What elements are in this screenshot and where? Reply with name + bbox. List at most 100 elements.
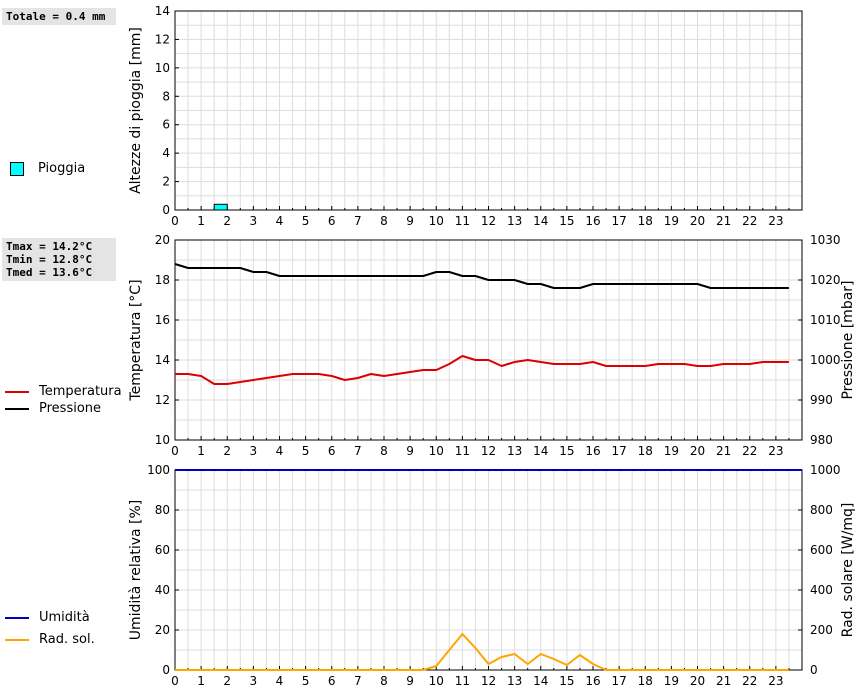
- panel2-y2-tick-label: 990: [810, 393, 833, 407]
- panel2-x-tick-label: 1: [197, 444, 205, 458]
- panel2-x-tick-label: 23: [768, 444, 783, 458]
- legend-radsol: Rad. sol.: [5, 632, 95, 647]
- panel2-x-tick-label: 0: [171, 444, 179, 458]
- panel1-x-tick-label: 4: [276, 214, 284, 228]
- rain-total-text: Totale = 0.4 mm: [6, 10, 106, 23]
- legend-pioggia: Pioggia: [10, 161, 85, 176]
- panel3-x-tick-label: 14: [533, 674, 548, 688]
- panel3-x-tick-label: 8: [380, 674, 388, 688]
- tmax-text: Tmax = 14.2°C: [6, 240, 93, 253]
- panel3-y-tick-label: 0: [162, 663, 170, 677]
- panel1-x-tick-label: 14: [533, 214, 548, 228]
- panel1-x-tick-label: 11: [455, 214, 470, 228]
- panel3-y2-tick-label: 800: [810, 503, 833, 517]
- tmin-text: Tmin = 12.8°C: [6, 253, 93, 266]
- panel2-x-tick-label: 2: [223, 444, 231, 458]
- panel1-x-tick-label: 0: [171, 214, 179, 228]
- legend-umidita: Umidità: [5, 610, 90, 625]
- panel1-x-tick-label: 5: [302, 214, 310, 228]
- panel2-x-tick-label: 9: [406, 444, 414, 458]
- panel2-y2-tick-label: 1020: [810, 273, 841, 287]
- panel2-x-tick-label: 10: [429, 444, 444, 458]
- panel3-x-tick-label: 21: [716, 674, 731, 688]
- panel1-y-tick-label: 14: [155, 4, 170, 18]
- legend-radsol-swatch: [5, 638, 29, 641]
- panel2-y-axis-label: Temperatura [°C]: [128, 279, 144, 401]
- panel1-x-tick-label: 22: [742, 214, 757, 228]
- panel1-y-tick-label: 0: [162, 203, 170, 217]
- panel1-x-tick-label: 8: [380, 214, 388, 228]
- panel2-x-tick-label: 3: [250, 444, 258, 458]
- legend-umidita-swatch: [5, 616, 29, 619]
- panel2-x-tick-label: 18: [638, 444, 653, 458]
- panel3-y-tick-label: 80: [155, 503, 170, 517]
- panel1-x-tick-label: 20: [690, 214, 705, 228]
- legend-pioggia-swatch: [10, 161, 24, 176]
- panel1-y-tick-label: 12: [155, 32, 170, 46]
- panel1-y-axis-label: Altezze di pioggia [mm]: [128, 27, 144, 194]
- legend-temperatura-label: Temperatura: [39, 384, 122, 399]
- tmed-text: Tmed = 13.6°C: [6, 266, 93, 279]
- panel2-y-tick-label: 12: [155, 393, 170, 407]
- legend-temperatura: Temperatura: [5, 384, 122, 399]
- rain-total-box: Totale = 0.4 mm: [2, 8, 116, 25]
- panel2-x-tick-label: 21: [716, 444, 731, 458]
- panel3-y2-tick-label: 600: [810, 543, 833, 557]
- legend-pressione-swatch: [5, 407, 29, 410]
- panel3-x-tick-label: 20: [690, 674, 705, 688]
- panel3-y2-axis-label: Rad. solare [W/mq]: [840, 503, 856, 638]
- panel3-y-tick-label: 100: [147, 463, 170, 477]
- panel1-x-tick-label: 17: [611, 214, 626, 228]
- panel1-x-tick-label: 12: [481, 214, 496, 228]
- panel3-y2-tick-label: 400: [810, 583, 833, 597]
- panel1-x-tick-label: 9: [406, 214, 414, 228]
- panel2-y-tick-label: 18: [155, 273, 170, 287]
- legend-pressione: Pressione: [5, 401, 101, 416]
- panel1-x-tick-label: 13: [507, 214, 522, 228]
- legend-radsol-label: Rad. sol.: [39, 632, 95, 647]
- panel3-x-tick-label: 7: [354, 674, 362, 688]
- panel1-x-tick-label: 19: [664, 214, 679, 228]
- panel3-x-tick-label: 2: [223, 674, 231, 688]
- panel1-y-tick-label: 10: [155, 61, 170, 75]
- panel3-x-tick-label: 22: [742, 674, 757, 688]
- panel2-y-tick-label: 10: [155, 433, 170, 447]
- panel1-x-tick-label: 10: [429, 214, 444, 228]
- panel3-y-tick-label: 60: [155, 543, 170, 557]
- panel2-y-tick-label: 14: [155, 353, 170, 367]
- panel2-y2-tick-label: 1030: [810, 233, 841, 247]
- panel3-x-tick-label: 23: [768, 674, 783, 688]
- panel2-x-tick-label: 5: [302, 444, 310, 458]
- panel1-x-tick-label: 6: [328, 214, 336, 228]
- legend-pressione-label: Pressione: [39, 401, 102, 416]
- panel2-x-tick-label: 15: [559, 444, 574, 458]
- panel1-x-tick-label: 21: [716, 214, 731, 228]
- panel2-x-tick-label: 8: [380, 444, 388, 458]
- panel2-x-tick-label: 6: [328, 444, 336, 458]
- panel2-x-tick-label: 14: [533, 444, 548, 458]
- panel2-x-tick-label: 17: [611, 444, 626, 458]
- panel3-y-tick-label: 40: [155, 583, 170, 597]
- panel3-x-tick-label: 1: [197, 674, 205, 688]
- panel1-y-tick-label: 2: [162, 175, 170, 189]
- panel2-x-tick-label: 22: [742, 444, 757, 458]
- panel1-x-tick-label: 18: [638, 214, 653, 228]
- panel3-y2-tick-label: 1000: [810, 463, 841, 477]
- panel3-y-axis-label: Umidità relativa [%]: [128, 500, 144, 641]
- panel2-y2-axis-label: Pressione [mbar]: [840, 280, 856, 399]
- panel1-x-tick-label: 23: [768, 214, 783, 228]
- panel3-y2-tick-label: 0: [810, 663, 818, 677]
- panel1-x-tick-label: 16: [585, 214, 600, 228]
- panel2-y2-tick-label: 980: [810, 433, 833, 447]
- panel3-x-tick-label: 17: [611, 674, 626, 688]
- panel2-y-tick-label: 20: [155, 233, 170, 247]
- panel2-x-tick-label: 7: [354, 444, 362, 458]
- panel1-x-tick-label: 3: [250, 214, 258, 228]
- panel2-y2-tick-label: 1000: [810, 353, 841, 367]
- panel3-x-tick-label: 11: [455, 674, 470, 688]
- panel2-x-tick-label: 13: [507, 444, 522, 458]
- panel3-x-tick-label: 4: [276, 674, 284, 688]
- panel1-y-tick-label: 6: [162, 118, 170, 132]
- panel1-x-tick-label: 7: [354, 214, 362, 228]
